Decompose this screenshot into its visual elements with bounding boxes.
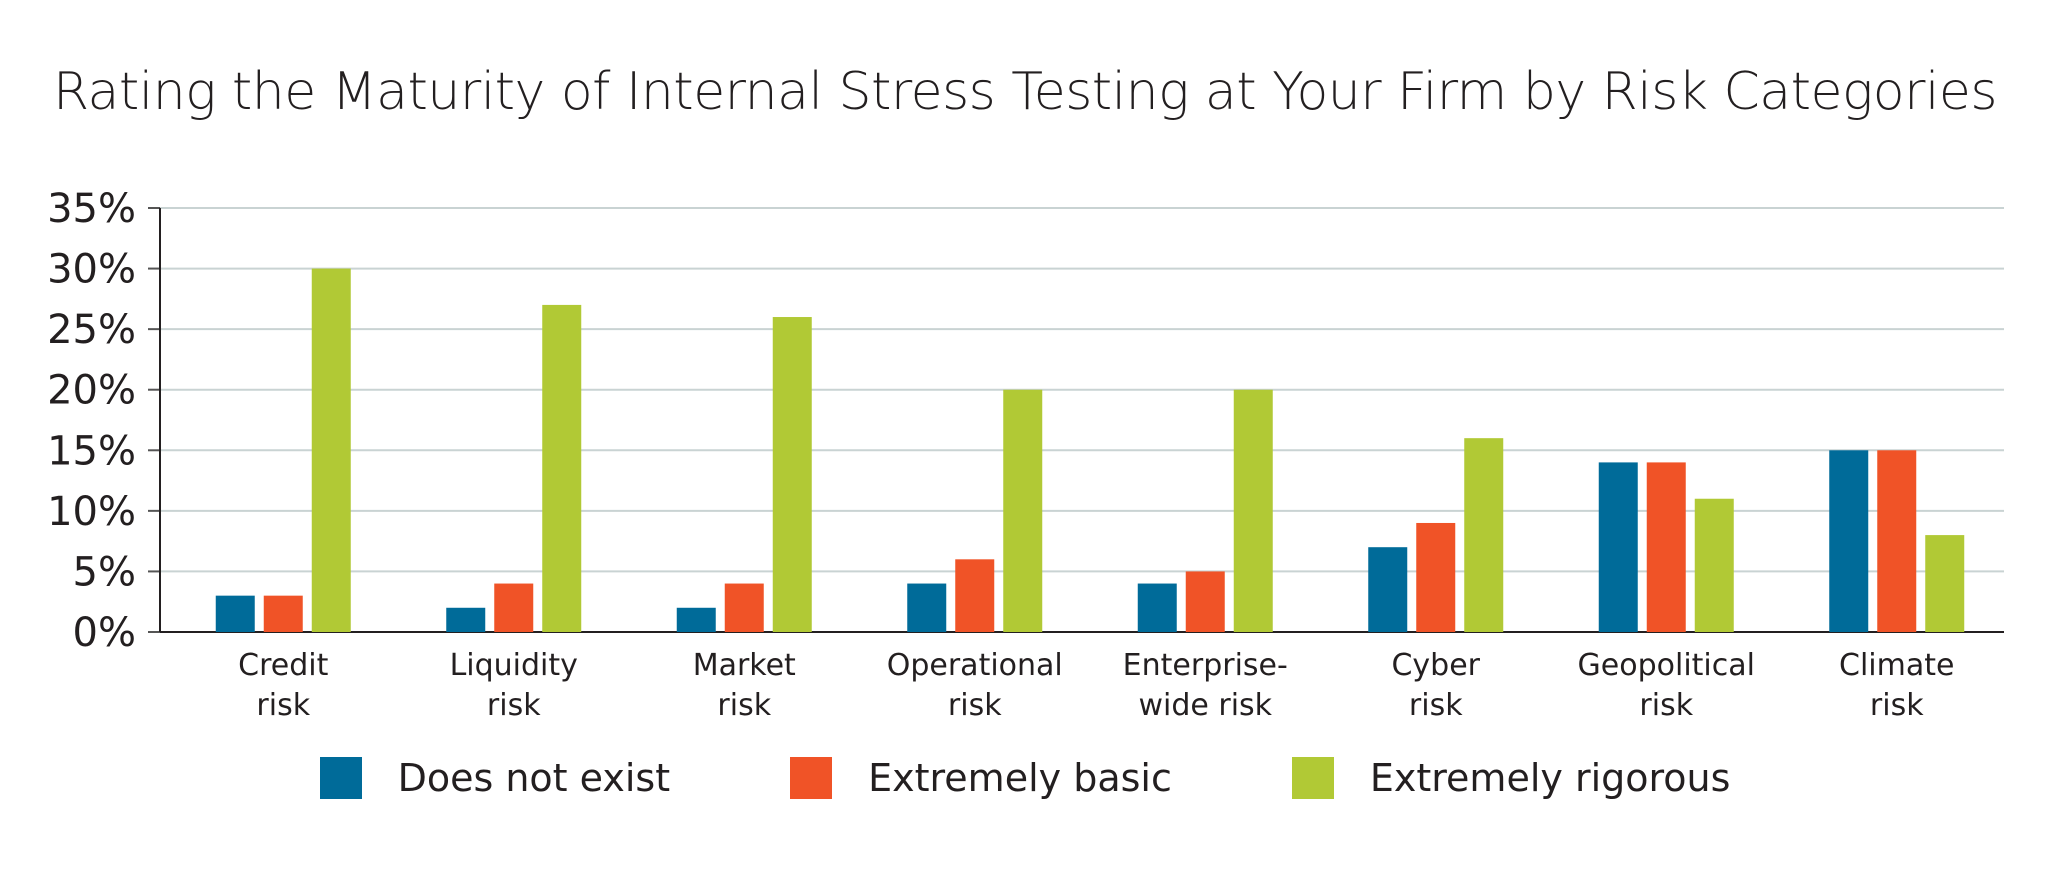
x-tick-label: wide risk	[1138, 688, 1272, 723]
y-tick-label: 10%	[47, 489, 136, 535]
legend-swatch	[319, 757, 362, 799]
bar-extremely-rigorous	[772, 317, 812, 632]
bar-does-not-exist	[1598, 462, 1638, 632]
bar-extremely-basic	[955, 559, 995, 632]
bar-extremely-rigorous	[1233, 389, 1273, 632]
legend-label: Extremely basic	[868, 756, 1172, 800]
y-tick-label: 30%	[47, 247, 136, 293]
x-tick-label: Market	[693, 648, 796, 683]
y-tick-label: 5%	[73, 549, 136, 595]
legend-swatch	[1291, 757, 1334, 799]
bar-does-not-exist	[907, 583, 947, 632]
bar-extremely-basic	[1416, 522, 1456, 632]
x-tick-label: Credit	[238, 648, 328, 683]
legend: Does not exist Extremely basic Extremely r…	[0, 756, 2050, 800]
bar-does-not-exist	[1368, 547, 1408, 632]
bar-extremely-rigorous	[1694, 498, 1734, 632]
legend-item: Extremely rigorous	[1291, 756, 1731, 800]
x-tick-label: Operational	[887, 648, 1063, 683]
y-tick-label: 15%	[47, 428, 136, 474]
bar-extremely-basic	[1877, 450, 1917, 632]
legend-item: Does not exist	[319, 756, 671, 800]
bar-extremely-basic	[724, 583, 764, 632]
bar-extremely-rigorous	[311, 268, 351, 632]
bar-does-not-exist	[676, 607, 716, 632]
bar-extremely-rigorous	[1925, 535, 1965, 632]
bar-extremely-basic	[494, 583, 534, 632]
x-tick-label: risk	[1870, 688, 1924, 723]
legend-swatch	[790, 757, 833, 799]
x-tick-label: risk	[948, 688, 1002, 723]
bar-does-not-exist	[1829, 450, 1869, 632]
bar-extremely-rigorous	[542, 304, 582, 632]
y-tick-label: 25%	[47, 307, 136, 353]
bar-does-not-exist	[1137, 583, 1177, 632]
y-tick-label: 20%	[47, 368, 136, 414]
bar-extremely-basic	[1185, 571, 1225, 632]
x-tick-label: risk	[1639, 688, 1693, 723]
legend-label: Extremely rigorous	[1369, 756, 1731, 800]
bar-extremely-basic	[1646, 462, 1686, 632]
y-tick-label: 35%	[47, 186, 136, 232]
chart-title: Rating the Maturity of Internal Stress T…	[53, 62, 1997, 122]
x-tick-label: risk	[717, 688, 771, 723]
x-tick-label: Cyber	[1391, 648, 1480, 683]
bar-extremely-rigorous	[1464, 438, 1504, 632]
legend-label: Does not exist	[397, 756, 671, 800]
bar-extremely-rigorous	[1003, 389, 1043, 632]
x-tick-label: risk	[487, 688, 541, 723]
bar-does-not-exist	[215, 595, 255, 632]
x-tick-label: risk	[1409, 688, 1463, 723]
legend-item: Extremely basic	[790, 756, 1172, 800]
x-tick-label: Geopolitical	[1578, 648, 1755, 683]
x-tick-label: risk	[256, 688, 310, 723]
x-tick-label: Climate	[1839, 648, 1954, 683]
x-tick-label: Liquidity	[450, 648, 578, 683]
bar-does-not-exist	[446, 607, 486, 632]
bar-extremely-basic	[263, 595, 303, 632]
x-tick-label: Enterprise-	[1123, 648, 1288, 683]
y-tick-label: 0%	[73, 610, 136, 656]
